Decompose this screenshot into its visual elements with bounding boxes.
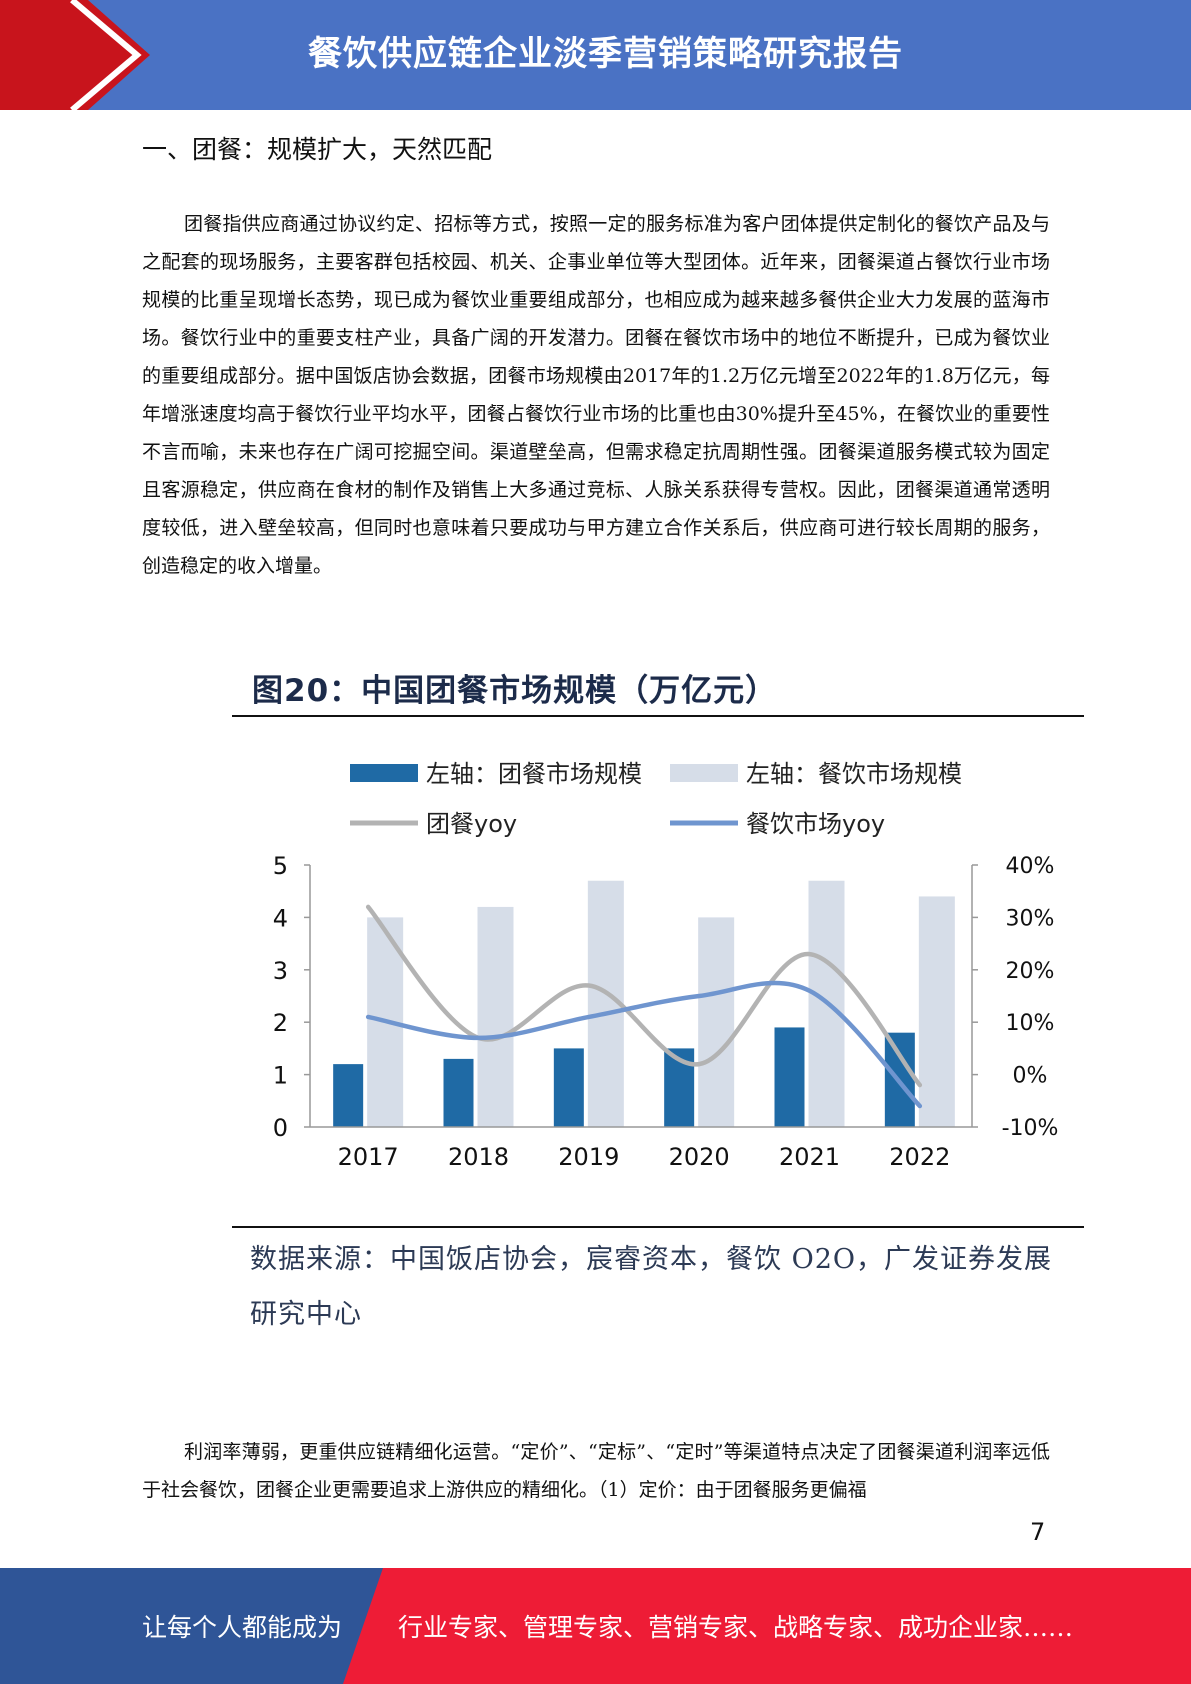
legend-label: 左轴：餐饮市场规模: [746, 760, 962, 788]
right-tick-label: 40%: [1006, 854, 1055, 879]
body-paragraph-1: 团餐指供应商通过协议约定、招标等方式，按照一定的服务标准为客户团体提供定制化的餐…: [142, 213, 1050, 577]
right-tick-label: 30%: [1006, 906, 1055, 931]
legend-label: 餐饮市场yoy: [746, 810, 885, 838]
footer-slogan-left: 让每个人都能成为: [142, 1613, 343, 1642]
line-group-meal-yoy: [365, 904, 923, 1088]
left-tick-label: 0: [273, 1114, 288, 1142]
x-tick-label: 2018: [448, 1143, 509, 1171]
bar-group-meal-market: [774, 1027, 805, 1127]
bar-group-meal-market: [443, 1058, 474, 1127]
bar-restaurant-market: [918, 896, 955, 1127]
figure-bottom-rule: [232, 1226, 1084, 1228]
right-tick-label: -10%: [1002, 1116, 1059, 1141]
x-tick-label: 2017: [338, 1143, 399, 1171]
x-tick-label: 2019: [558, 1143, 619, 1171]
right-tick-label: 0%: [1013, 1064, 1048, 1089]
left-tick-label: 2: [273, 1009, 288, 1037]
bar-restaurant-market: [698, 917, 735, 1127]
left-tick-label: 5: [273, 852, 288, 880]
footer-slogan-right: 行业专家、管理专家、营销专家、战略专家、成功企业家……: [398, 1613, 1074, 1642]
bar-group-meal-market: [553, 1048, 584, 1127]
right-tick-label: 10%: [1006, 1011, 1055, 1036]
header-red-arrow: [0, 0, 150, 110]
figure-top-rule: [232, 715, 1084, 717]
legend-swatch: [670, 764, 738, 782]
bar-restaurant-market: [477, 906, 514, 1127]
x-tick-label: 2021: [779, 1143, 840, 1171]
left-tick-label: 1: [273, 1062, 288, 1090]
left-tick-label: 4: [273, 904, 288, 932]
report-title: 餐饮供应链企业淡季营销策略研究报告: [308, 34, 903, 74]
figure-title: 图20：中国团餐市场规模（万亿元）: [252, 673, 778, 709]
page-number: 7: [1030, 1518, 1046, 1546]
legend-swatch: [350, 764, 418, 782]
legend-label: 团餐yoy: [426, 810, 517, 838]
line-restaurant-yoy: [365, 980, 923, 1109]
legend-label: 左轴：团餐市场规模: [426, 760, 642, 788]
x-tick-label: 2022: [889, 1143, 950, 1171]
figure-source: 数据来源：中国饭店协会，宸睿资本，餐饮 O2O，广发证券发展研究中心: [250, 1244, 1053, 1330]
footer-banner: [0, 1568, 1191, 1684]
bar-group-meal-market: [333, 1064, 364, 1127]
body-paragraph-2: 利润率薄弱，更重供应链精细化运营。“定价”、“定标”、“定时”等渠道特点决定了团…: [142, 1441, 1050, 1501]
right-tick-label: 20%: [1006, 959, 1055, 984]
x-tick-label: 2020: [669, 1143, 730, 1171]
left-tick-label: 3: [273, 957, 288, 985]
header-banner: [0, 0, 1191, 110]
section-heading: 一、团餐：规模扩大，天然匹配: [142, 135, 493, 164]
